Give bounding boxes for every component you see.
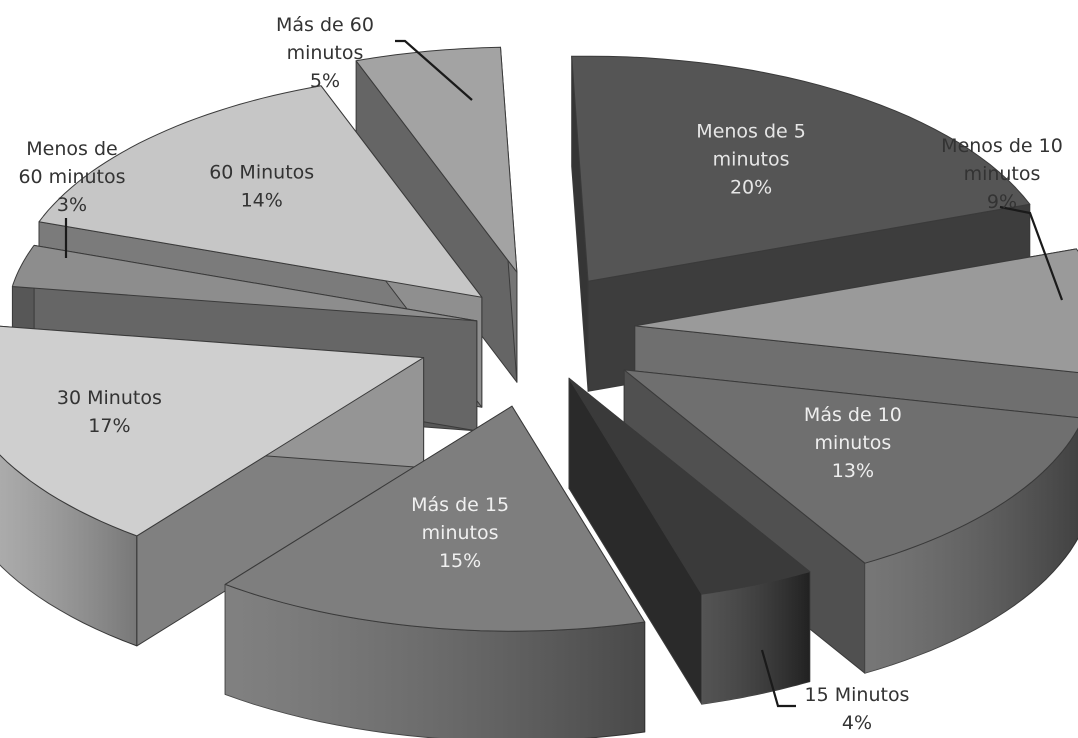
- slice-label-3: Más de 10 minutos 13%: [804, 404, 902, 482]
- slice-label-9: Más de 60 minutos 5%: [276, 14, 374, 92]
- slice-label-6: 30 Minutos 17%: [57, 387, 162, 437]
- pie-slices: [0, 46, 1078, 738]
- leader-line-4: [760, 649, 796, 708]
- slice-label-7: Menos de 60 minutos 3%: [18, 138, 125, 216]
- pie-slice-4: [568, 377, 811, 705]
- pie-slice-5: [224, 405, 646, 738]
- leader-lines: [64, 39, 1064, 708]
- slice-label-8: 60 Minutos 14%: [209, 162, 314, 212]
- pie-slice-6: [0, 325, 425, 647]
- slice-label-5: Más de 15 minutos 15%: [411, 494, 509, 572]
- slice-label-4: 15 Minutos 4%: [805, 684, 910, 734]
- slice-label-1: Menos de 5 minutos 20%: [696, 121, 806, 199]
- leader-line-2: [999, 205, 1064, 301]
- slice-label-2: Menos de 10 minutos 9%: [941, 135, 1063, 213]
- slice-labels: Menos de 5 minutos 20% Menos de 10 minutos 9%…: [18, 14, 1062, 734]
- leader-line-9: [395, 39, 473, 101]
